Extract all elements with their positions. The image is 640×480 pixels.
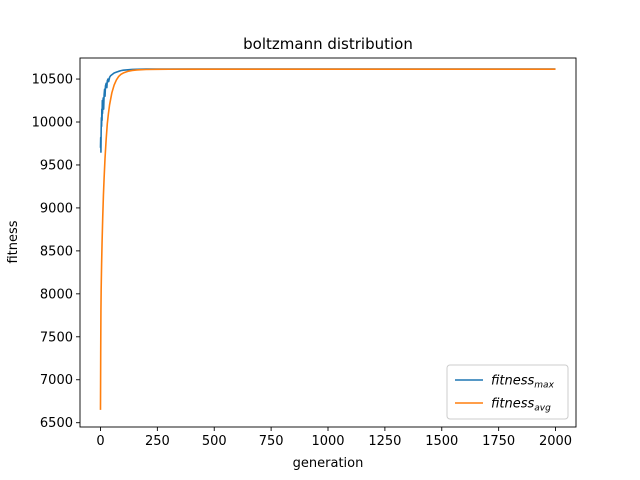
- legend-entry-avg: fitnessavg: [491, 397, 551, 414]
- legend-entry-max: fitnessmax: [491, 374, 555, 391]
- x-axis-label: generation: [293, 456, 364, 471]
- y-axis-ticks: 6500 7000 7500 8000 8500 9000 9500 10000 10500: [32, 73, 80, 431]
- x-tick-label: 1750: [482, 434, 515, 449]
- x-tick-label: 250: [145, 434, 170, 449]
- y-axis-label: fitness: [6, 220, 21, 263]
- y-tick-label: 10500: [32, 73, 73, 88]
- y-tick-label: 9000: [40, 201, 73, 216]
- legend-box: [446, 364, 569, 420]
- y-tick-label: 8500: [40, 244, 73, 259]
- chart-title: boltzmann distribution: [243, 35, 413, 53]
- y-tick-label: 8000: [40, 287, 73, 302]
- x-tick-label: 1000: [311, 434, 344, 449]
- x-tick-label: 1250: [368, 434, 401, 449]
- x-tick-label: 2000: [539, 434, 572, 449]
- y-tick-label: 9500: [40, 158, 73, 173]
- y-tick-label: 10000: [32, 116, 73, 131]
- y-tick-label: 7500: [40, 330, 73, 345]
- x-tick-label: 0: [96, 434, 104, 449]
- x-tick-label: 1500: [425, 434, 458, 449]
- series-layer: [99, 68, 556, 410]
- legend: fitnessmax fitnessavg: [446, 364, 569, 420]
- x-tick-label: 750: [259, 434, 284, 449]
- series-line-fitness-avg: [99, 68, 556, 410]
- x-axis-ticks: 0 250 500 750 1000 1250 1500 1750 2000: [96, 427, 572, 449]
- y-tick-label: 7000: [40, 373, 73, 388]
- x-tick-label: 500: [202, 434, 227, 449]
- y-tick-label: 6500: [40, 416, 73, 431]
